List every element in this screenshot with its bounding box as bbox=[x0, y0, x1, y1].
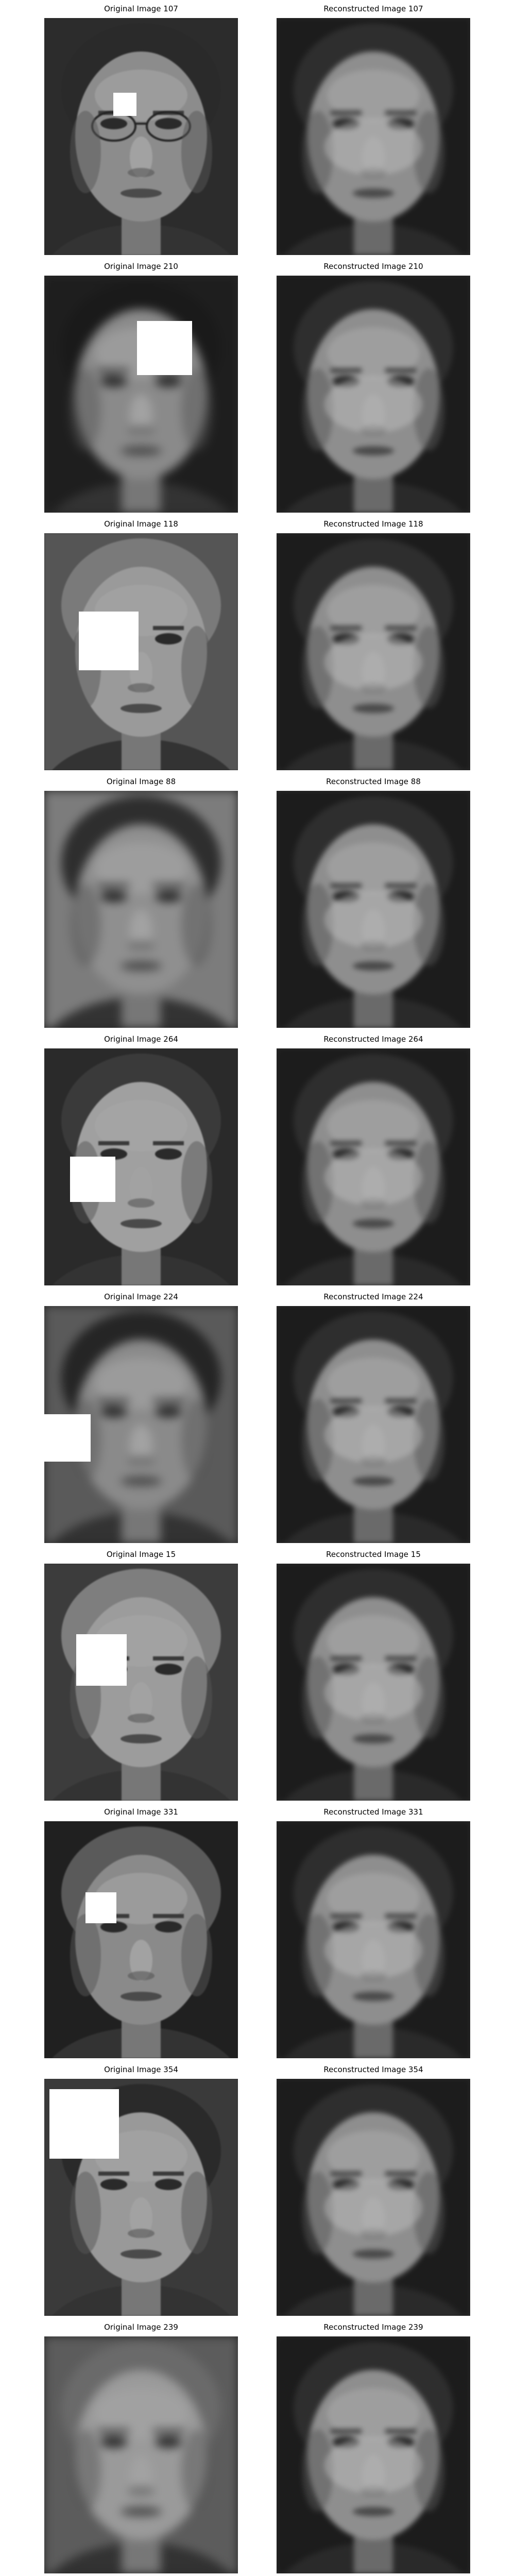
face-image bbox=[277, 2336, 470, 2573]
reconstructed-image-title: Reconstructed Image 224 bbox=[323, 1292, 423, 1301]
face-image bbox=[44, 1821, 238, 2058]
reconstructed-image-title: Reconstructed Image 354 bbox=[323, 2065, 423, 2074]
reconstructed-image-title: Reconstructed Image 210 bbox=[323, 262, 423, 271]
face-image bbox=[277, 791, 470, 1028]
original-face-photo bbox=[44, 1821, 238, 2058]
reconstructed-face-photo bbox=[277, 533, 470, 770]
reconstructed-face-photo bbox=[277, 791, 470, 1028]
occlusion-mask bbox=[49, 2089, 119, 2159]
original-image-panel: Original Image 239 bbox=[44, 2318, 238, 2576]
face-image bbox=[277, 533, 470, 770]
reconstructed-image-title: Reconstructed Image 331 bbox=[323, 1807, 423, 1817]
original-face-photo bbox=[44, 1306, 238, 1543]
occlusion-mask bbox=[85, 1892, 116, 1923]
original-image-panel: Original Image 354 bbox=[44, 2061, 238, 2318]
original-face-photo bbox=[44, 2079, 238, 2316]
reconstructed-image-panel: Reconstructed Image 15 bbox=[277, 1546, 470, 1803]
occlusion-mask bbox=[70, 1157, 115, 1202]
original-face-photo bbox=[44, 276, 238, 513]
reconstructed-image-panel: Reconstructed Image 224 bbox=[277, 1288, 470, 1546]
face-image bbox=[44, 1564, 238, 1801]
reconstructed-image-title: Reconstructed Image 239 bbox=[323, 2323, 423, 2332]
occlusion-mask bbox=[79, 612, 139, 670]
reconstructed-face-photo bbox=[277, 2079, 470, 2316]
original-image-panel: Original Image 15 bbox=[44, 1546, 238, 1803]
original-image-panel: Original Image 264 bbox=[44, 1030, 238, 1288]
original-face-photo bbox=[44, 1048, 238, 1285]
face-image bbox=[277, 276, 470, 513]
original-image-panel: Original Image 88 bbox=[44, 773, 238, 1030]
original-face-photo bbox=[44, 1564, 238, 1801]
occlusion-mask bbox=[137, 321, 192, 375]
original-image-title: Original Image 15 bbox=[106, 1550, 176, 1559]
original-image-title: Original Image 331 bbox=[104, 1807, 178, 1817]
face-image bbox=[44, 1048, 238, 1285]
original-image-title: Original Image 107 bbox=[104, 4, 178, 13]
image-pair-row: Original Image 118 Reconstructed Image 11… bbox=[0, 515, 515, 773]
image-pair-row: Original Image 331 Reconstructed Image 33… bbox=[0, 1803, 515, 2061]
original-face-photo bbox=[44, 533, 238, 770]
occlusion-mask bbox=[44, 1414, 91, 1462]
image-pair-row: Original Image 264 Reconstructed Image 26… bbox=[0, 1030, 515, 1288]
original-image-title: Original Image 264 bbox=[104, 1035, 178, 1044]
reconstructed-image-panel: Reconstructed Image 239 bbox=[277, 2318, 470, 2576]
reconstructed-image-panel: Reconstructed Image 210 bbox=[277, 258, 470, 515]
original-face-photo bbox=[44, 791, 238, 1028]
image-pair-row: Original Image 88 Reconstructed Image 88 bbox=[0, 773, 515, 1030]
original-image-title: Original Image 224 bbox=[104, 1292, 178, 1301]
original-image-title: Original Image 88 bbox=[106, 777, 176, 786]
original-face-photo bbox=[44, 2336, 238, 2573]
original-image-panel: Original Image 118 bbox=[44, 515, 238, 773]
occlusion-mask bbox=[113, 93, 136, 116]
face-image bbox=[277, 1821, 470, 2058]
reconstructed-image-panel: Reconstructed Image 118 bbox=[277, 515, 470, 773]
image-pair-row: Original Image 15 Reconstructed Image 15 bbox=[0, 1546, 515, 1803]
reconstructed-face-photo bbox=[277, 1821, 470, 2058]
original-image-panel: Original Image 210 bbox=[44, 258, 238, 515]
reconstructed-face-photo bbox=[277, 18, 470, 255]
reconstructed-face-photo bbox=[277, 2336, 470, 2573]
face-image bbox=[277, 1564, 470, 1801]
reconstructed-image-panel: Reconstructed Image 88 bbox=[277, 773, 470, 1030]
reconstructed-image-panel: Reconstructed Image 331 bbox=[277, 1803, 470, 2061]
image-pair-row: Original Image 354 Reconstructed Image 35… bbox=[0, 2061, 515, 2318]
face-image bbox=[44, 791, 238, 1028]
occlusion-mask bbox=[76, 1634, 127, 1686]
image-pair-row: Original Image 210 Reconstructed Image 21… bbox=[0, 258, 515, 515]
reconstructed-image-title: Reconstructed Image 264 bbox=[323, 1035, 423, 1044]
original-image-panel: Original Image 331 bbox=[44, 1803, 238, 2061]
face-image bbox=[44, 2336, 238, 2573]
reconstructed-image-title: Reconstructed Image 15 bbox=[326, 1550, 421, 1559]
face-image bbox=[277, 18, 470, 255]
reconstructed-face-photo bbox=[277, 1306, 470, 1543]
reconstructed-image-title: Reconstructed Image 118 bbox=[323, 519, 423, 529]
reconstructed-face-photo bbox=[277, 1048, 470, 1285]
original-face-photo bbox=[44, 18, 238, 255]
face-image bbox=[44, 276, 238, 513]
reconstructed-image-panel: Reconstructed Image 107 bbox=[277, 0, 470, 258]
image-pair-row: Original Image 239 Reconstructed Image 23… bbox=[0, 2318, 515, 2576]
original-image-title: Original Image 354 bbox=[104, 2065, 178, 2074]
reconstructed-image-title: Reconstructed Image 107 bbox=[323, 4, 423, 13]
reconstructed-face-photo bbox=[277, 276, 470, 513]
reconstructed-image-panel: Reconstructed Image 354 bbox=[277, 2061, 470, 2318]
reconstructed-face-photo bbox=[277, 1564, 470, 1801]
reconstructed-image-panel: Reconstructed Image 264 bbox=[277, 1030, 470, 1288]
face-image bbox=[44, 533, 238, 770]
face-image bbox=[44, 18, 238, 255]
original-image-panel: Original Image 224 bbox=[44, 1288, 238, 1546]
face-image bbox=[277, 1048, 470, 1285]
reconstructed-image-title: Reconstructed Image 88 bbox=[326, 777, 421, 786]
image-pair-row: Original Image 224 Reconstructed Image 22… bbox=[0, 1288, 515, 1546]
image-pair-row: Original Image 107 Reconstructed Image 10… bbox=[0, 0, 515, 258]
original-image-title: Original Image 118 bbox=[104, 519, 178, 529]
face-image bbox=[277, 1306, 470, 1543]
face-image bbox=[277, 2079, 470, 2316]
original-image-title: Original Image 239 bbox=[104, 2323, 178, 2332]
original-image-title: Original Image 210 bbox=[104, 262, 178, 271]
original-image-panel: Original Image 107 bbox=[44, 0, 238, 258]
